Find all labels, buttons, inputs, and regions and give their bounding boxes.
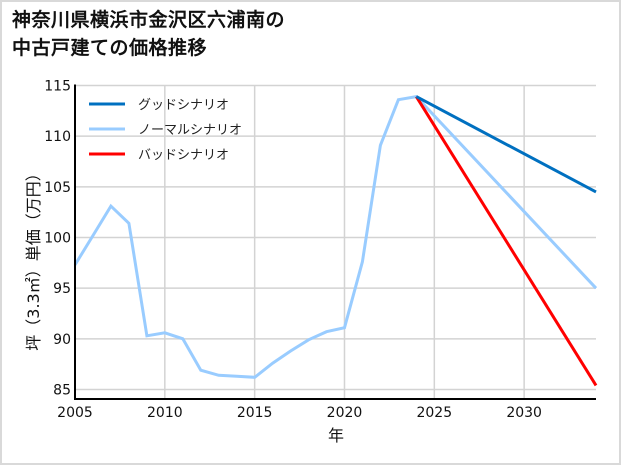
x-axis-title: 年 — [328, 426, 344, 445]
y-tick-label: 90 — [53, 332, 71, 348]
series-line-2 — [415, 95, 598, 387]
x-tick-label: 2025 — [416, 405, 452, 421]
x-tick-label: 2005 — [57, 405, 93, 421]
legend-label-1: ノーマルシナリオ — [138, 123, 242, 138]
series-line-0 — [415, 95, 597, 194]
y-tick-label: 115 — [44, 79, 71, 95]
axes — [74, 84, 596, 400]
chart-title-line2: 中古戸建ての価格推移 — [12, 37, 208, 59]
x-tick-label: 2015 — [237, 405, 273, 421]
y-tick-label: 100 — [44, 231, 71, 247]
legend-label-2: バッドシナリオ — [138, 148, 229, 163]
y-axis-title: 坪（3.3㎡）単価（万円） — [24, 165, 43, 350]
x-tick-label: 2010 — [147, 405, 183, 421]
tick-labels: 85 90 95 100 105 110 115 2005 2010 2015 2020 2025 20… — [44, 79, 542, 422]
y-tick-label: 110 — [44, 129, 71, 145]
legend-label-0: グッドシナリオ — [138, 98, 229, 113]
x-tick-label: 2020 — [327, 405, 363, 421]
y-tick-label: 95 — [53, 281, 71, 297]
y-tick-label: 85 — [53, 383, 71, 399]
chart-title-line1: 神奈川県横浜市金沢区六浦南の — [12, 9, 286, 31]
chart-title: 神奈川県横浜市金沢区六浦南の 中古戸建ての価格推移 — [12, 6, 285, 62]
series-lines — [73, 94, 598, 387]
y-tick-label: 105 — [44, 180, 71, 196]
gridlines — [74, 84, 596, 399]
series-line-1 — [73, 94, 598, 379]
x-tick-label: 2030 — [506, 405, 542, 421]
